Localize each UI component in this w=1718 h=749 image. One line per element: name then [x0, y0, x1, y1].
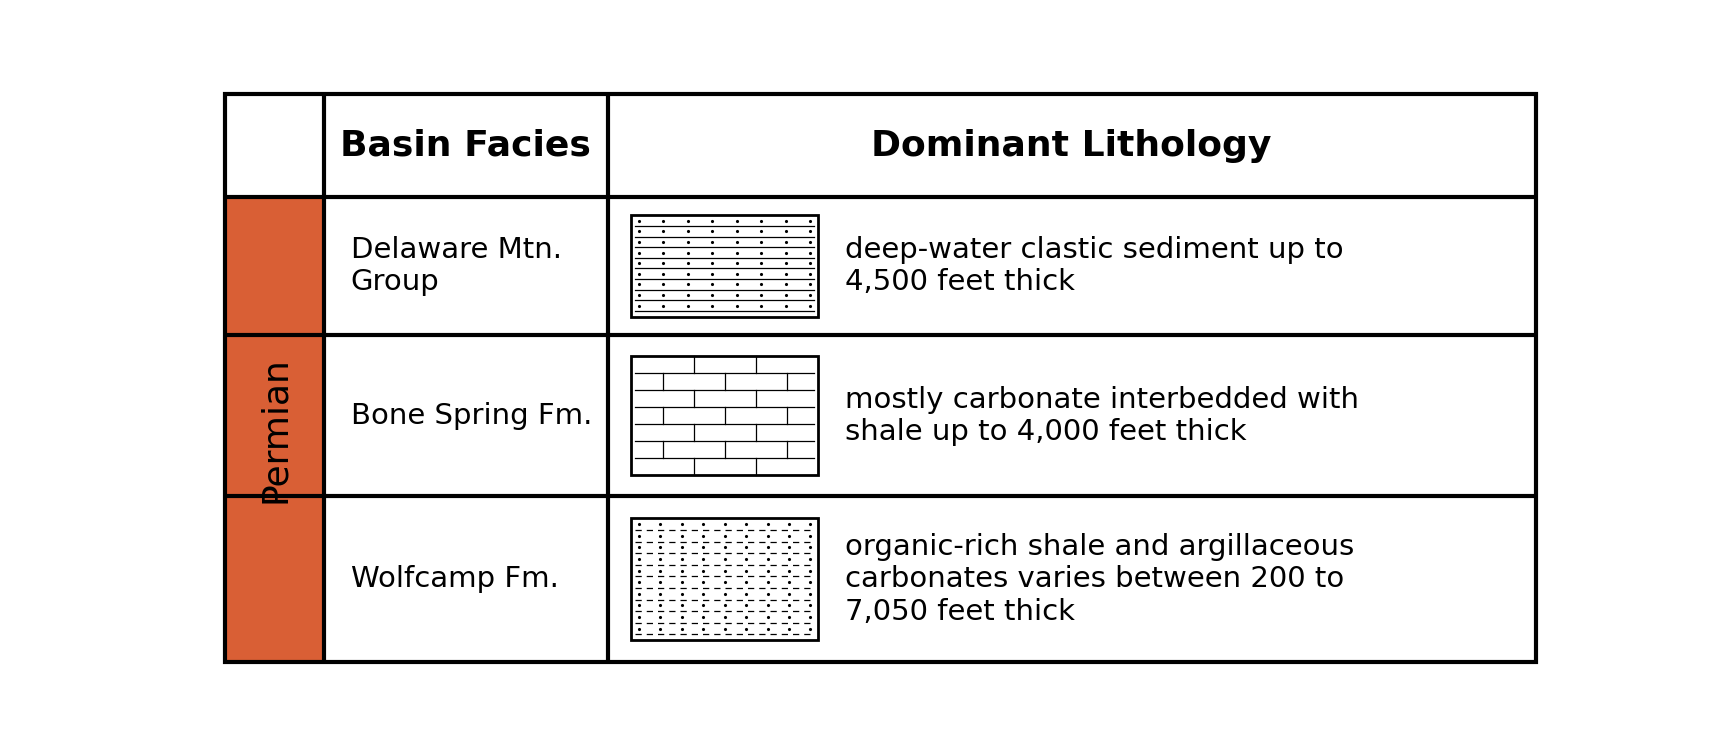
Text: deep-water clastic sediment up to
4,500 feet thick: deep-water clastic sediment up to 4,500 …: [845, 236, 1343, 296]
Text: mostly carbonate interbedded with
shale up to 4,000 feet thick: mostly carbonate interbedded with shale …: [845, 386, 1359, 446]
Bar: [632, 356, 818, 476]
Text: Wolfcamp Fm.: Wolfcamp Fm.: [350, 565, 558, 593]
Text: Dominant Lithology: Dominant Lithology: [871, 129, 1271, 163]
Text: organic-rich shale and argillaceous
carbonates varies between 200 to
7,050 feet : organic-rich shale and argillaceous carb…: [845, 533, 1354, 625]
Text: Bone Spring Fm.: Bone Spring Fm.: [350, 401, 593, 430]
Text: Delaware Mtn.
Group: Delaware Mtn. Group: [350, 236, 562, 296]
Bar: [632, 518, 818, 640]
Bar: [632, 214, 818, 317]
Bar: [225, 196, 325, 662]
Text: Permian: Permian: [258, 356, 292, 503]
Text: Basin Facies: Basin Facies: [340, 129, 591, 163]
